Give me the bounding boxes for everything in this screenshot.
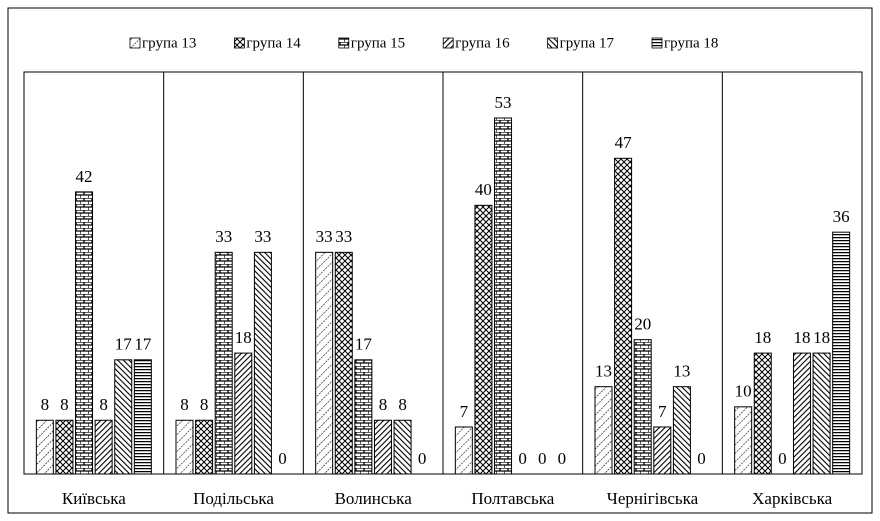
bar [494, 117, 513, 475]
bar [653, 426, 672, 475]
value-label: 13 [595, 362, 612, 381]
x-tick-label: Чернігівська [607, 489, 699, 508]
legend-label: група 17 [560, 35, 615, 51]
bar [214, 251, 233, 475]
value-label: 8 [379, 395, 388, 414]
value-label: 0 [558, 449, 567, 468]
legend-label: група 14 [246, 35, 301, 51]
value-label: 18 [754, 328, 771, 347]
bar [114, 359, 133, 475]
x-tick-label: Волинська [335, 489, 413, 508]
value-label: 33 [335, 227, 352, 246]
bar [792, 352, 811, 475]
value-label: 0 [778, 449, 787, 468]
bar [594, 386, 613, 475]
x-tick-label: Київська [62, 489, 126, 508]
bar [812, 352, 831, 475]
x-tick-label: Харківська [752, 489, 833, 508]
bar [633, 339, 652, 475]
value-label: 7 [658, 402, 667, 421]
value-label: 42 [76, 167, 93, 186]
bar [832, 231, 851, 475]
value-label: 0 [697, 449, 706, 468]
bar [234, 352, 253, 475]
value-label: 17 [355, 335, 373, 354]
value-label: 18 [235, 328, 252, 347]
value-label: 0 [278, 449, 287, 468]
bar [195, 419, 214, 475]
bar [334, 251, 353, 475]
bar [253, 251, 272, 475]
bar [474, 204, 493, 475]
value-label: 33 [316, 227, 333, 246]
value-label: 8 [180, 395, 189, 414]
bar [35, 419, 54, 475]
value-label: 10 [735, 382, 752, 401]
value-label: 53 [495, 93, 512, 112]
bar [753, 352, 772, 475]
bar [133, 359, 152, 475]
x-tick-label: Подільська [193, 489, 274, 508]
bar [75, 191, 94, 475]
legend-label: група 15 [351, 35, 405, 51]
value-label: 17 [134, 335, 152, 354]
value-label: 8 [200, 395, 209, 414]
bar [354, 359, 373, 475]
value-label: 0 [418, 449, 427, 468]
bar [734, 406, 753, 475]
value-label: 13 [673, 362, 690, 381]
value-label: 0 [538, 449, 547, 468]
legend-label: група 18 [664, 35, 718, 51]
value-label: 8 [398, 395, 407, 414]
x-tick-label: Полтавська [471, 489, 554, 508]
bar [614, 157, 633, 475]
value-label: 8 [41, 395, 50, 414]
value-label: 7 [460, 402, 469, 421]
value-label: 0 [518, 449, 527, 468]
legend-swatch [651, 37, 663, 49]
bar [94, 419, 113, 475]
value-label: 40 [475, 180, 492, 199]
value-label: 33 [215, 227, 232, 246]
bar [672, 386, 691, 475]
bar [315, 251, 334, 475]
legend-swatch [338, 37, 350, 49]
bar [55, 419, 74, 475]
value-label: 18 [813, 328, 830, 347]
value-label: 20 [634, 315, 651, 334]
legend-swatch [129, 37, 141, 49]
legend-swatch [233, 37, 245, 49]
legend-label: група 16 [455, 35, 510, 51]
value-label: 47 [615, 133, 633, 152]
bar [373, 419, 392, 475]
frame [7, 7, 873, 514]
legend-label: група 13 [142, 35, 196, 51]
value-label: 8 [60, 395, 69, 414]
bar [454, 426, 473, 475]
legend-swatch [547, 37, 558, 49]
value-label: 8 [99, 395, 108, 414]
value-label: 33 [254, 227, 271, 246]
value-label: 17 [115, 335, 133, 354]
bar [175, 419, 194, 475]
bar [393, 419, 412, 475]
value-label: 18 [793, 328, 810, 347]
legend-swatch [442, 37, 454, 49]
value-label: 36 [833, 207, 850, 226]
